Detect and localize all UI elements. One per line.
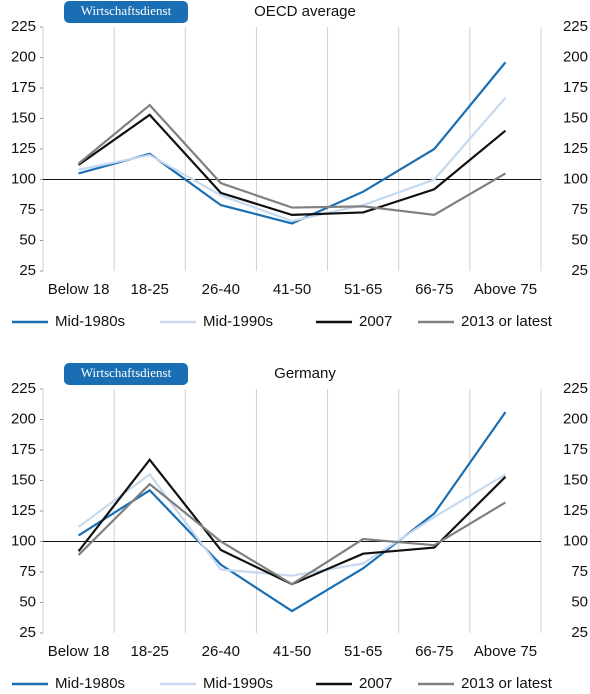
y2-tick-label: 175 (563, 441, 588, 458)
x-tick-label: Above 75 (474, 281, 537, 298)
x-tick-label: 26-40 (202, 281, 240, 298)
y-tick-label: 100 (11, 170, 36, 187)
y2-tick-label: 150 (563, 471, 588, 488)
y2-tick-label: 200 (563, 410, 588, 427)
y-tick-label: 25 (19, 262, 36, 279)
x-tick-label: 26-40 (202, 643, 240, 660)
y2-tick-label: 225 (563, 18, 588, 35)
legend-label: Mid-1980s (55, 675, 125, 692)
x-tick-label: 41-50 (273, 281, 311, 298)
badge (64, 363, 188, 385)
y-tick-label: 75 (19, 563, 36, 580)
series-line (78, 97, 507, 223)
series-line (78, 61, 507, 225)
x-tick-label: 66-75 (415, 281, 453, 298)
legend-label: 2007 (359, 675, 392, 692)
y2-tick-label: 175 (563, 79, 588, 96)
legend-label: 2013 or latest (461, 675, 553, 692)
x-tick-label: 41-50 (273, 643, 311, 660)
y-tick-label: 75 (19, 201, 36, 218)
y2-tick-label: 100 (563, 170, 588, 187)
y2-tick-label: 200 (563, 48, 588, 65)
legend-label: 2007 (359, 313, 392, 330)
y-tick-label: 50 (19, 593, 36, 610)
y2-tick-label: 25 (571, 262, 588, 279)
series-line (77, 113, 507, 216)
y2-tick-label: 225 (563, 380, 588, 397)
y-tick-label: 225 (11, 18, 36, 35)
y2-tick-label: 50 (571, 231, 588, 248)
y2-tick-label: 50 (571, 593, 588, 610)
y2-tick-label: 125 (563, 502, 588, 519)
y-tick-label: 150 (11, 109, 36, 126)
legend-label: Mid-1990s (203, 675, 273, 692)
chart-title: Germany (274, 365, 336, 382)
y-tick-label: 175 (11, 441, 36, 458)
chart-title: OECD average (254, 3, 356, 20)
legend-label: Mid-1980s (55, 313, 125, 330)
badge-text: Wirtschaftsdienst (81, 3, 172, 18)
x-tick-label: 51-65 (344, 643, 382, 660)
series-line (77, 472, 506, 577)
y-tick-label: 50 (19, 231, 36, 248)
series-line (77, 103, 506, 217)
y2-tick-label: 75 (571, 201, 588, 218)
legend-label: 2013 or latest (461, 313, 553, 330)
y2-tick-label: 75 (571, 563, 588, 580)
y2-tick-label: 25 (571, 624, 588, 641)
y-tick-label: 25 (19, 624, 36, 641)
x-tick-label: 18-25 (131, 643, 169, 660)
y-tick-label: 175 (11, 79, 36, 96)
y-tick-label: 100 (11, 532, 36, 549)
x-tick-label: 51-65 (344, 281, 382, 298)
x-tick-label: Below 18 (48, 281, 110, 298)
y2-tick-label: 150 (563, 109, 588, 126)
y2-tick-label: 125 (563, 140, 588, 157)
y-tick-label: 125 (11, 140, 36, 157)
x-tick-label: Above 75 (474, 643, 537, 660)
legend-label: Mid-1990s (203, 313, 273, 330)
y-tick-label: 225 (11, 380, 36, 397)
y-tick-label: 150 (11, 471, 36, 488)
badge (64, 1, 188, 23)
x-tick-label: 66-75 (415, 643, 453, 660)
x-tick-label: Below 18 (48, 643, 110, 660)
series-line (77, 411, 507, 613)
y-tick-label: 125 (11, 502, 36, 519)
y-tick-label: 200 (11, 48, 36, 65)
x-tick-label: 18-25 (131, 281, 169, 298)
y2-tick-label: 100 (563, 532, 588, 549)
series-line (77, 482, 506, 586)
badge-text: Wirtschaftsdienst (81, 365, 172, 380)
y-tick-label: 200 (11, 410, 36, 427)
